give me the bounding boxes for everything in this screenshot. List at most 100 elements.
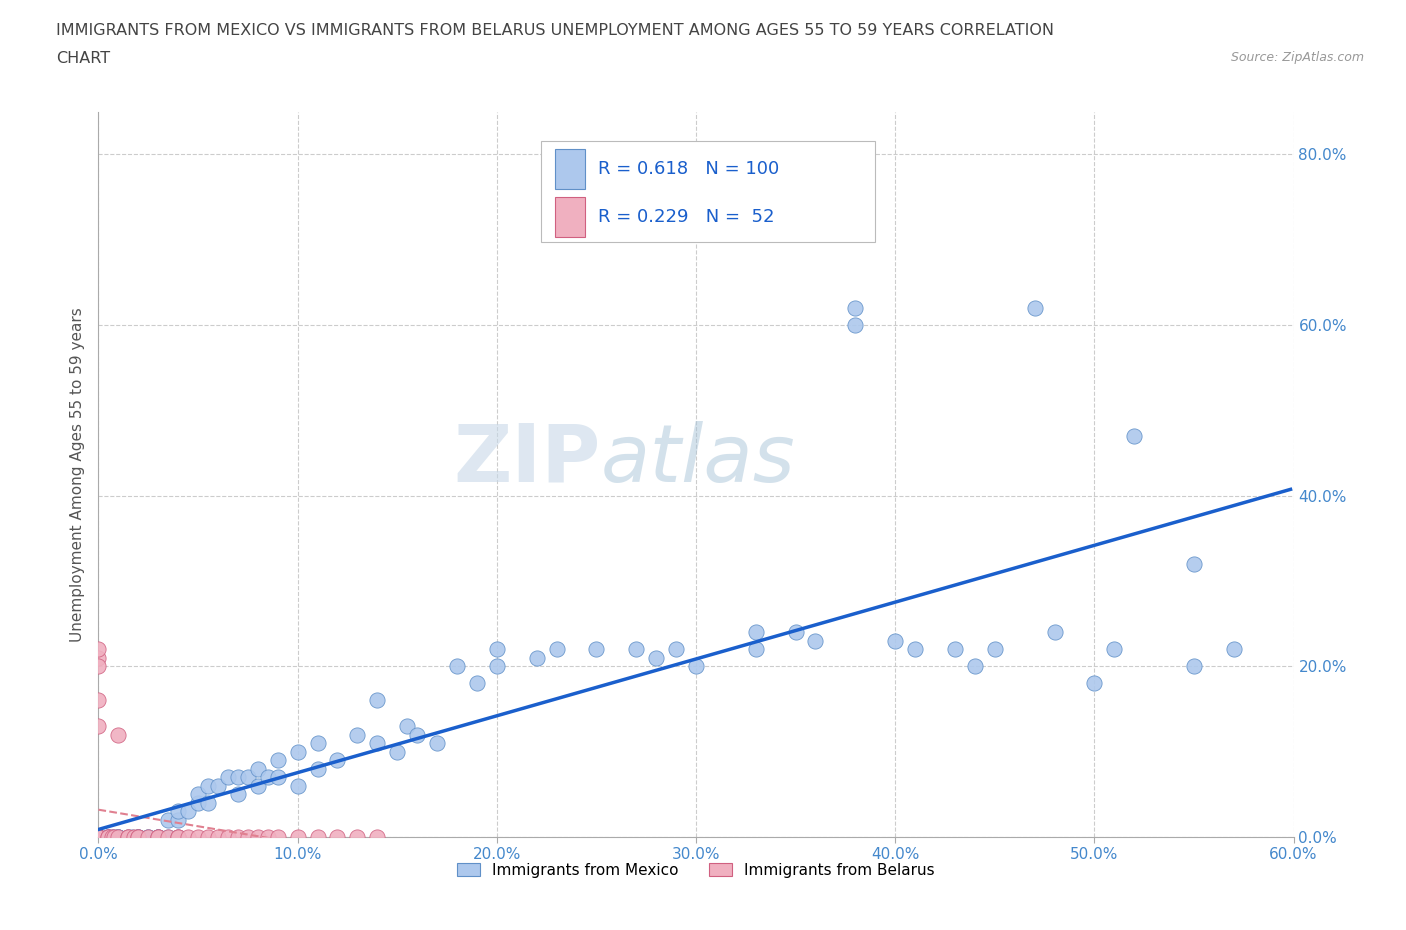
Point — [97, 830, 120, 844]
Point — [87, 830, 110, 844]
Point — [107, 830, 129, 844]
Point — [187, 830, 209, 844]
Point — [745, 625, 768, 640]
FancyBboxPatch shape — [555, 149, 585, 189]
Point — [127, 830, 149, 844]
Point — [136, 830, 159, 844]
Text: IMMIGRANTS FROM MEXICO VS IMMIGRANTS FROM BELARUS UNEMPLOYMENT AMONG AGES 55 TO : IMMIGRANTS FROM MEXICO VS IMMIGRANTS FRO… — [56, 23, 1054, 38]
Point — [1043, 625, 1066, 640]
Point — [844, 300, 866, 315]
Point — [236, 830, 259, 844]
Point — [157, 830, 180, 844]
Point — [87, 830, 110, 844]
Point — [267, 830, 290, 844]
Point — [226, 787, 249, 802]
Point — [87, 830, 110, 844]
Point — [665, 642, 688, 657]
Point — [626, 642, 648, 657]
Point — [117, 830, 139, 844]
Point — [1024, 300, 1046, 315]
Point — [685, 658, 707, 673]
Point — [87, 693, 110, 708]
Point — [107, 830, 129, 844]
Text: Source: ZipAtlas.com: Source: ZipAtlas.com — [1230, 51, 1364, 64]
Text: atlas: atlas — [600, 420, 796, 498]
Point — [87, 719, 110, 734]
Point — [124, 830, 146, 844]
Text: CHART: CHART — [56, 51, 110, 66]
Point — [87, 830, 110, 844]
Point — [101, 830, 124, 844]
Point — [148, 830, 170, 844]
Point — [87, 830, 110, 844]
Point — [167, 830, 190, 844]
Point — [87, 650, 110, 665]
Point — [148, 830, 170, 844]
Point — [97, 830, 120, 844]
Point — [87, 830, 110, 844]
Point — [87, 830, 110, 844]
Point — [157, 813, 180, 828]
Point — [87, 830, 110, 844]
Point — [148, 830, 170, 844]
Point — [217, 770, 239, 785]
Point — [307, 762, 329, 777]
Point — [287, 778, 309, 793]
Point — [287, 830, 309, 844]
Point — [87, 830, 110, 844]
Point — [167, 813, 190, 828]
Text: R = 0.618   N = 100: R = 0.618 N = 100 — [598, 160, 779, 178]
Point — [346, 830, 368, 844]
Point — [127, 830, 149, 844]
Point — [1104, 642, 1126, 657]
Point — [546, 642, 568, 657]
Point — [167, 830, 190, 844]
Point — [645, 650, 668, 665]
Point — [127, 830, 149, 844]
Point — [406, 727, 429, 742]
Point — [804, 633, 827, 648]
Point — [207, 778, 229, 793]
Point — [167, 804, 190, 818]
Point — [87, 830, 110, 844]
Point — [396, 719, 419, 734]
Point — [87, 830, 110, 844]
Point — [236, 770, 259, 785]
Point — [526, 650, 548, 665]
Point — [136, 830, 159, 844]
Point — [87, 830, 110, 844]
Point — [485, 642, 508, 657]
Point — [207, 830, 229, 844]
Point — [103, 830, 125, 844]
Point — [307, 830, 329, 844]
Point — [366, 736, 388, 751]
Point — [87, 830, 110, 844]
Point — [1223, 642, 1246, 657]
Point — [465, 676, 488, 691]
Point — [87, 830, 110, 844]
Point — [127, 830, 149, 844]
Point — [246, 830, 269, 844]
Point — [87, 830, 110, 844]
Point — [87, 830, 110, 844]
Point — [1182, 658, 1205, 673]
Point — [485, 658, 508, 673]
Point — [87, 830, 110, 844]
Point — [1182, 556, 1205, 571]
Text: ZIP: ZIP — [453, 420, 600, 498]
Point — [87, 830, 110, 844]
Point — [121, 830, 143, 844]
Point — [148, 830, 170, 844]
Point — [87, 830, 110, 844]
Point — [87, 642, 110, 657]
Point — [1083, 676, 1105, 691]
Point — [187, 795, 209, 810]
Point — [904, 642, 927, 657]
Point — [197, 830, 219, 844]
Point — [426, 736, 449, 751]
Point — [87, 830, 110, 844]
Point — [87, 830, 110, 844]
Y-axis label: Unemployment Among Ages 55 to 59 years: Unemployment Among Ages 55 to 59 years — [69, 307, 84, 642]
Point — [585, 642, 607, 657]
Point — [267, 752, 290, 767]
